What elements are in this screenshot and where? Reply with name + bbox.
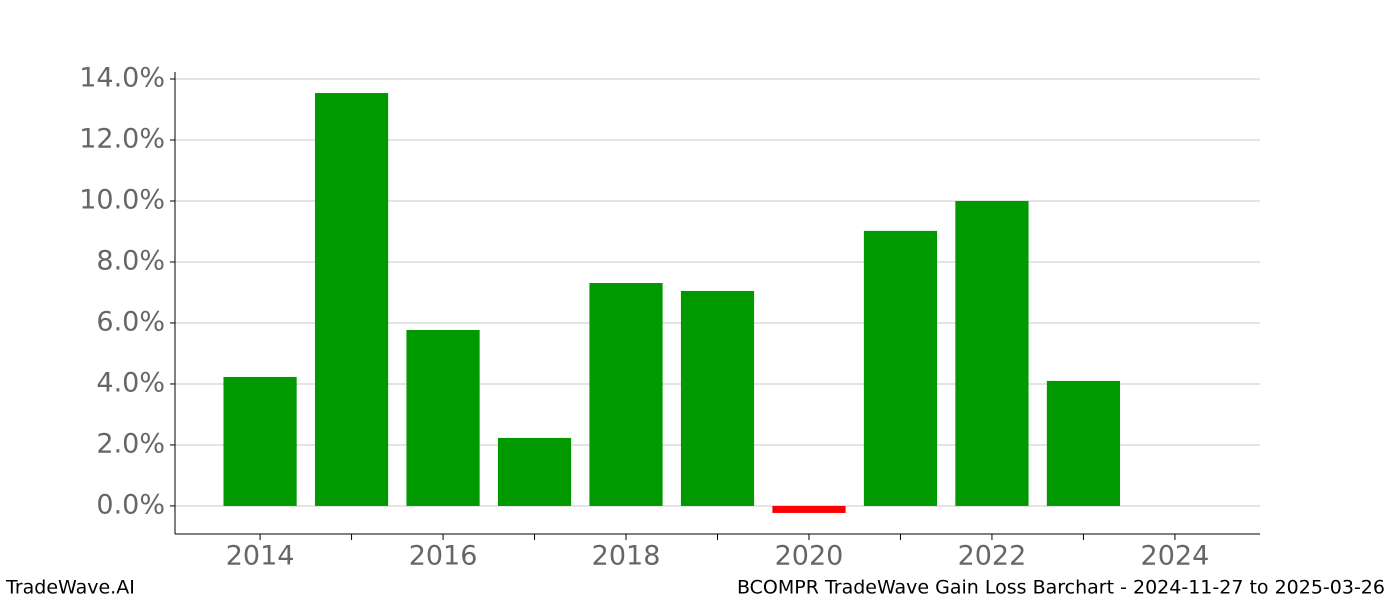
y-tick-label: 10.0% (79, 184, 165, 215)
bar (680, 290, 755, 506)
bar (1046, 380, 1121, 506)
y-tick-label: 0.0% (96, 489, 165, 520)
bar (863, 230, 938, 506)
y-tick-label: 12.0% (79, 124, 165, 155)
y-tick-label: 2.0% (96, 428, 165, 459)
bar (497, 437, 572, 506)
watermark: TradeWave.AI (5, 577, 135, 599)
bar (406, 329, 480, 506)
y-tick-label: 8.0% (96, 245, 165, 276)
y-tick-label: 14.0% (79, 63, 165, 94)
x-tick-label: 2020 (775, 541, 844, 572)
chart-title: BCOMPR TradeWave Gain Loss Barchart - 20… (737, 577, 1385, 599)
x-tick-label: 2018 (592, 541, 661, 572)
x-tick-label: 2016 (409, 541, 478, 572)
bar (955, 200, 1029, 506)
bar (223, 376, 297, 506)
y-tick-label: 6.0% (96, 306, 165, 337)
x-tick-label: 2024 (1141, 541, 1210, 572)
x-tick-label: 2022 (958, 541, 1027, 572)
bar (589, 283, 663, 506)
x-tick-label: 2014 (226, 541, 295, 572)
bar (772, 505, 846, 513)
bar (314, 93, 389, 506)
y-tick-label: 4.0% (96, 367, 165, 398)
